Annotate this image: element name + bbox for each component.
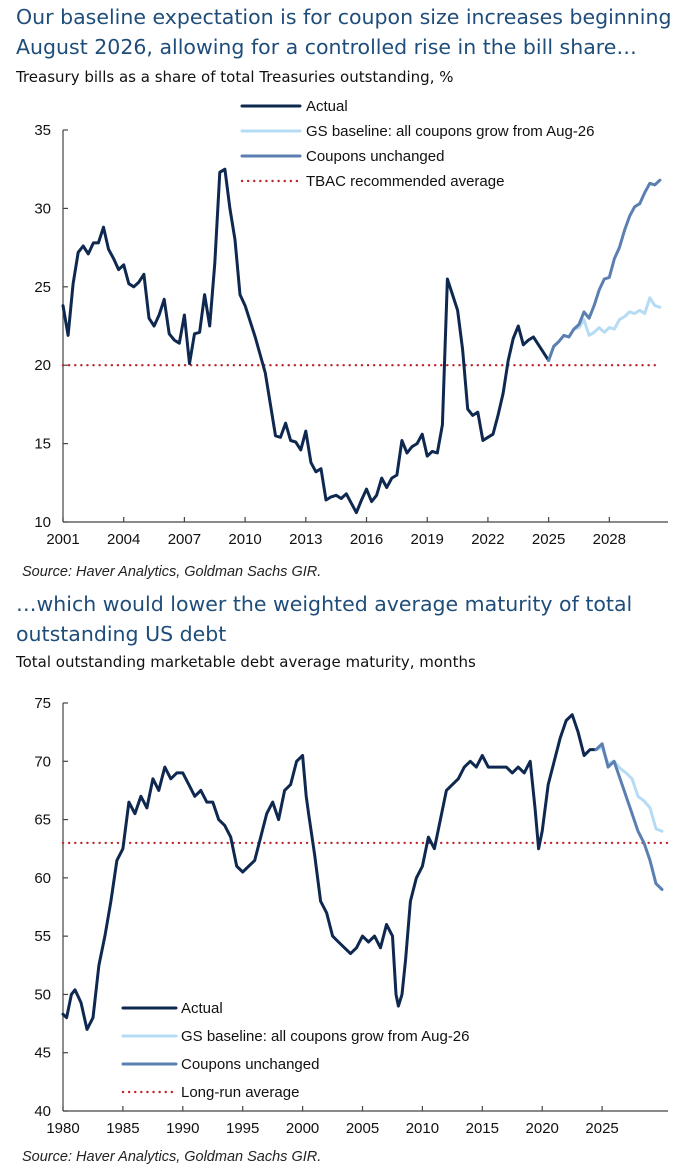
x-tick-label: 2019: [411, 531, 444, 548]
x-tick-label: 2007: [168, 531, 201, 548]
series-line-actual: [61, 713, 598, 1031]
chart2-heading-line1: …which would lower the weighted average …: [16, 592, 633, 616]
y-tick-label: 30: [34, 200, 51, 217]
y-tick-label: 55: [34, 928, 51, 945]
chart2-source: Source: Haver Analytics, Goldman Sachs G…: [22, 1149, 322, 1165]
chart2-heading-line2: outstanding US debt: [16, 622, 227, 646]
series-line-coupons-unchanged: [594, 742, 664, 891]
series-line-actual: [61, 167, 551, 515]
series-line-coupons-unchanged: [547, 178, 662, 362]
y-tick-label: 75: [34, 695, 51, 712]
x-tick-label: 2005: [346, 1120, 379, 1137]
y-tick-label: 50: [34, 986, 51, 1003]
x-tick-label: 1985: [106, 1120, 139, 1137]
x-tick-label: 2013: [289, 531, 322, 548]
y-tick-label: 65: [34, 812, 51, 829]
legend-label: Long-run average: [181, 1084, 299, 1101]
chart1-heading-line2: August 2026, allowing for a controlled r…: [16, 35, 637, 59]
series-line-gs-baseline-all-coupons-grow-from-aug-26: [547, 296, 662, 362]
y-tick-label: 40: [34, 1103, 51, 1120]
legend-label: GS baseline: all coupons grow from Aug-2…: [181, 1028, 470, 1045]
x-tick-label: 2025: [532, 531, 565, 548]
x-tick-label: 2022: [471, 531, 504, 548]
x-tick-label: 2025: [585, 1120, 618, 1137]
x-tick-label: 2016: [350, 531, 383, 548]
x-tick-label: 2010: [228, 531, 261, 548]
x-tick-label: 2000: [286, 1120, 319, 1137]
y-tick-label: 20: [34, 357, 51, 374]
y-tick-label: 10: [34, 514, 51, 531]
chart1-source: Source: Haver Analytics, Goldman Sachs G…: [22, 564, 322, 580]
x-tick-label: 2001: [46, 531, 79, 548]
y-tick-label: 25: [34, 279, 51, 296]
x-tick-label: 1995: [226, 1120, 259, 1137]
legend-label: Coupons unchanged: [306, 148, 444, 165]
x-tick-label: 2004: [107, 531, 140, 548]
x-tick-label: 2020: [526, 1120, 559, 1137]
x-tick-label: 1980: [46, 1120, 79, 1137]
x-tick-label: 2028: [593, 531, 626, 548]
y-tick-label: 15: [34, 436, 51, 453]
y-tick-label: 60: [34, 870, 51, 887]
legend-label: Actual: [306, 98, 348, 115]
chart2-plot: 40 45 50 55 60 65 70 75 1980 1985 1990 1995 2000 2005…: [34, 695, 670, 1137]
legend-label: Coupons unchanged: [181, 1056, 319, 1073]
y-tick-label: 45: [34, 1045, 51, 1062]
x-tick-label: 2010: [406, 1120, 439, 1137]
chart1-heading-line1: Our baseline expectation is for coupon s…: [16, 5, 672, 29]
chart2-subtitle: Total outstanding marketable debt averag…: [16, 653, 476, 671]
x-tick-label: 2015: [466, 1120, 499, 1137]
legend-label: TBAC recommended average: [306, 173, 504, 190]
x-tick-label: 1990: [166, 1120, 199, 1137]
y-tick-label: 70: [34, 753, 51, 770]
legend-label: Actual: [181, 1000, 223, 1017]
legend-label: GS baseline: all coupons grow from Aug-2…: [306, 123, 595, 140]
chart1-subtitle: Treasury bills as a share of total Treas…: [16, 68, 454, 86]
y-tick-label: 35: [34, 122, 51, 139]
